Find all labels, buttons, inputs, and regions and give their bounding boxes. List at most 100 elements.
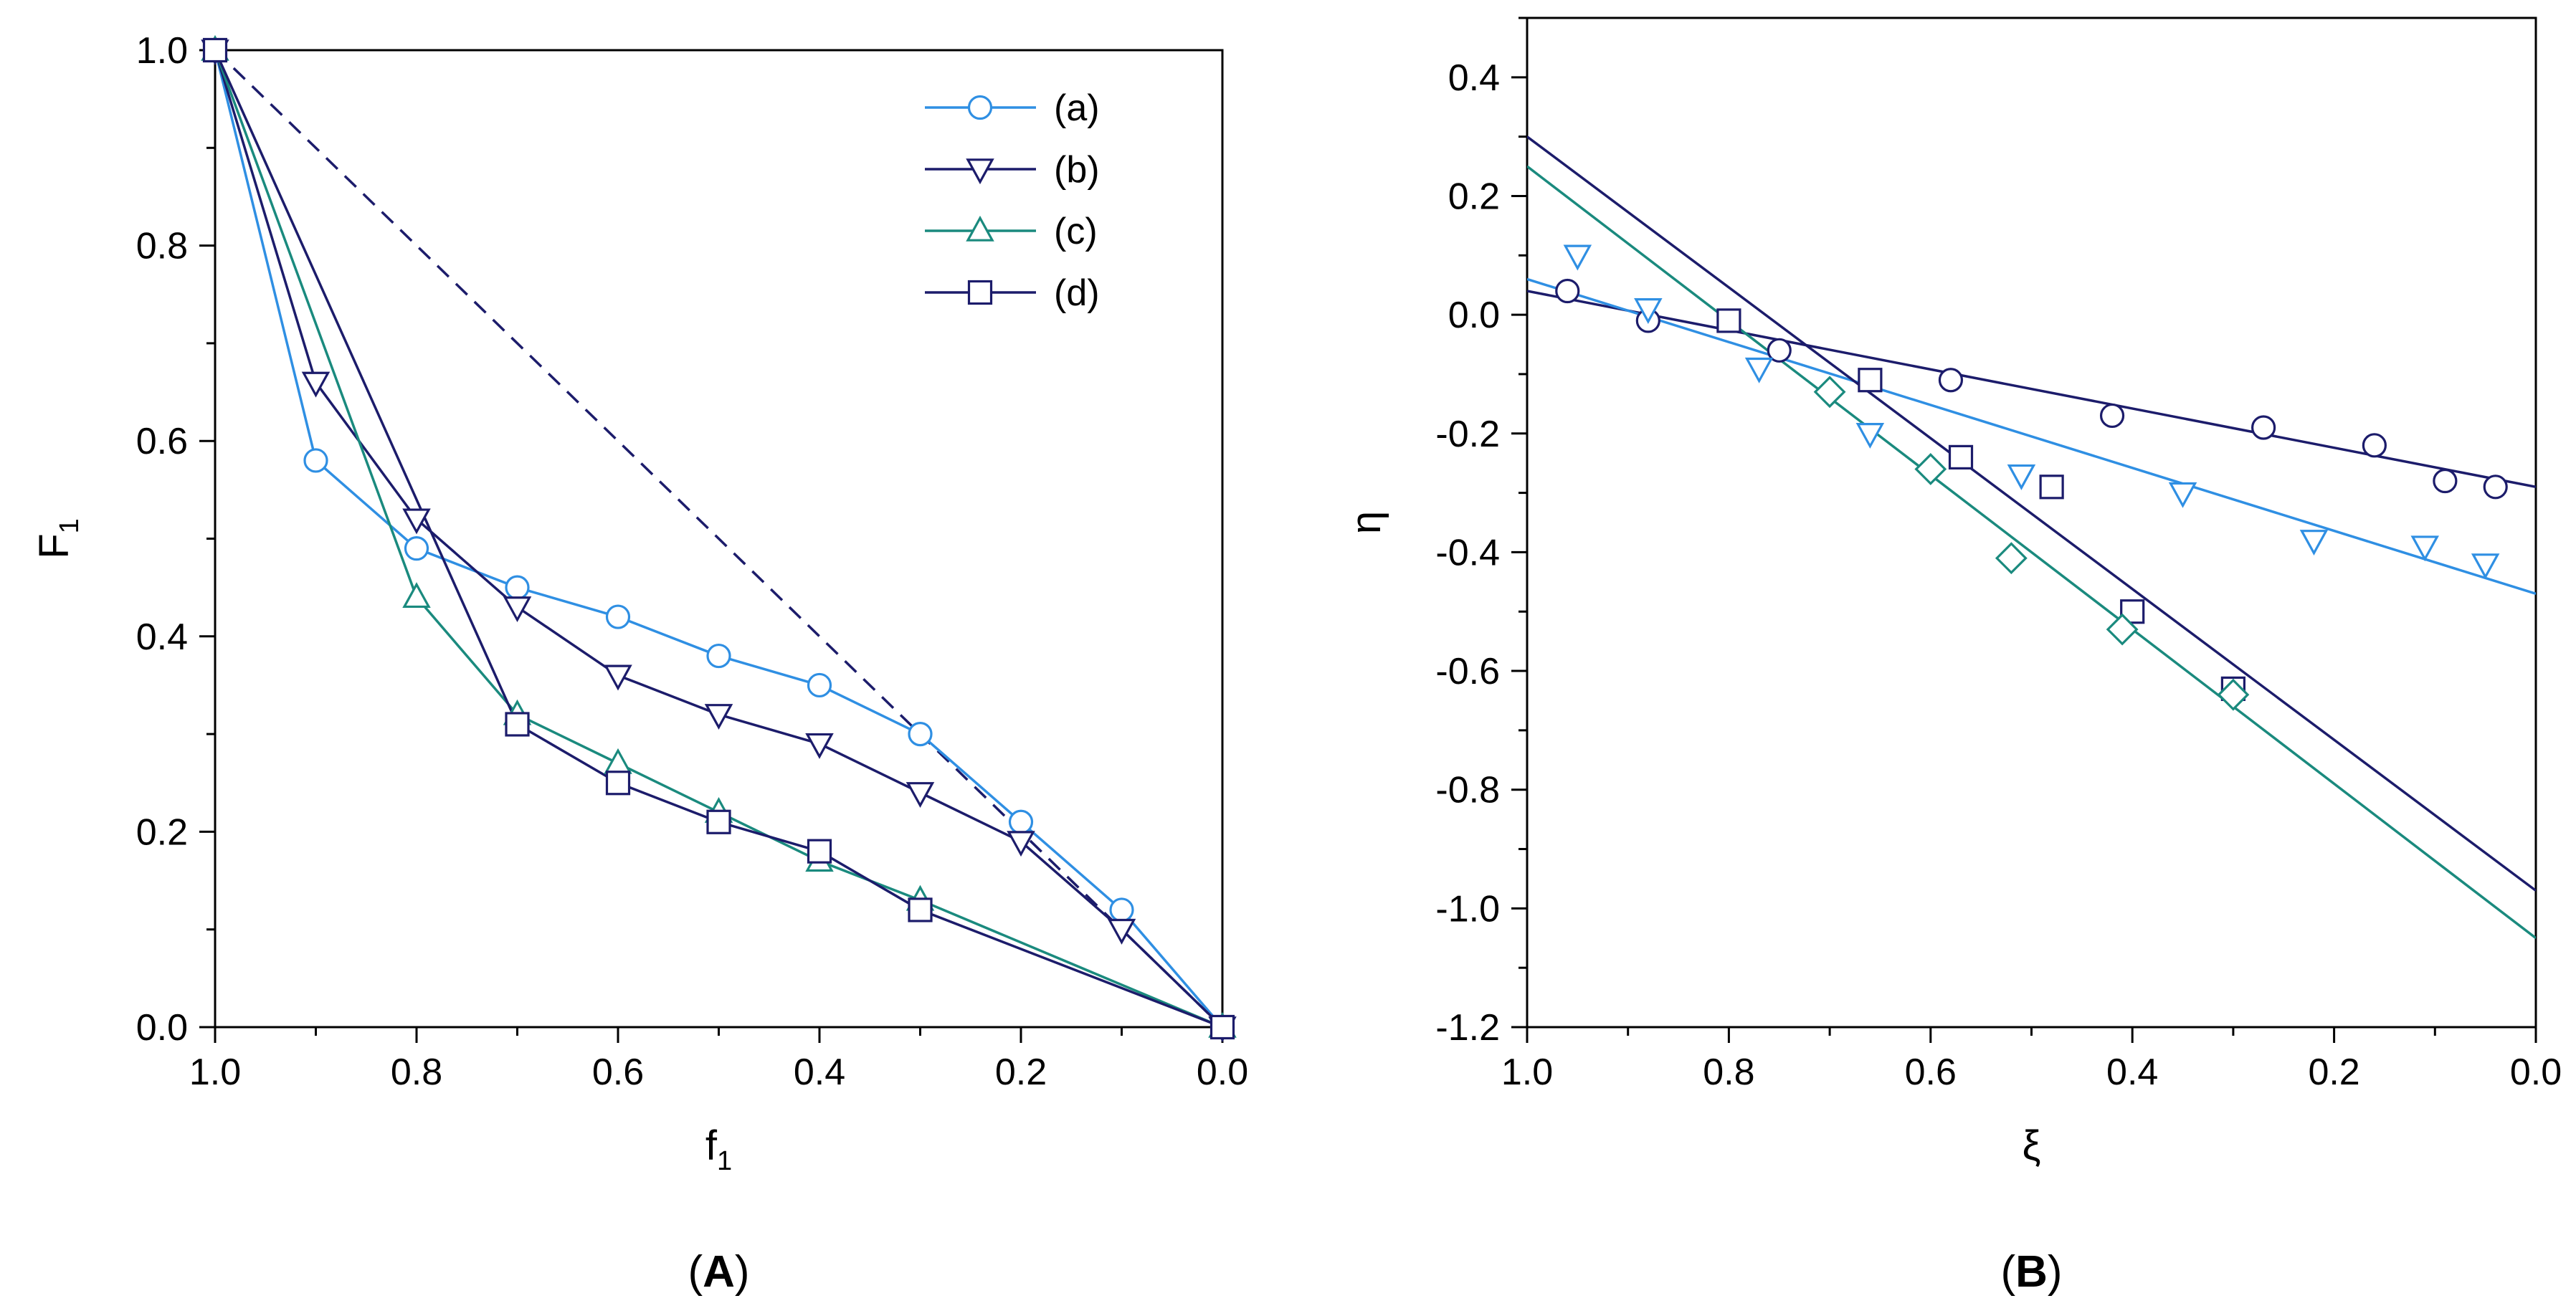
series-a-point — [1109, 897, 1134, 922]
chart-panel-a: 1.0 0.8 0.6 0.4 0.2 0.00.00.20.40.60.81.0f1F1… — [31, 30, 1248, 1297]
series-d-point — [1209, 1014, 1235, 1040]
series-a-point — [1938, 368, 1964, 393]
x-tick-label: 0.0 — [1197, 1052, 1248, 1093]
series-b-point — [2007, 464, 2036, 490]
legend: (a) (b) (c) (d) — [925, 87, 1100, 314]
series-a-point — [1008, 809, 1034, 834]
panel-label-letter: B — [2015, 1247, 2048, 1297]
legend-marker — [967, 280, 993, 305]
x-tick-label: 1.0 — [189, 1052, 241, 1093]
series-d-point — [505, 712, 530, 737]
panel-label-letter: A — [703, 1247, 735, 1297]
series-b-point — [1563, 244, 1592, 271]
series-c-point — [1716, 308, 1741, 333]
y-tick-label: 0.4 — [136, 616, 188, 658]
chart-panel-b: 1.0 0.8 0.6 0.4 0.2 0.0 -1.2 -1.0 -0.8 -0.6 -0.4 -0… — [1343, 16, 2562, 1297]
plot-area — [1527, 135, 2536, 940]
series-b-point — [805, 733, 834, 759]
panel-label-close: ) — [2048, 1247, 2063, 1297]
series-b-point — [2471, 553, 2500, 580]
series-d-point — [1813, 376, 1846, 409]
y-tick-label: -0.4 — [1435, 532, 1500, 573]
plot-frame — [1526, 16, 2537, 1029]
series-b-point — [2168, 482, 2197, 508]
series-b-point — [2299, 530, 2329, 556]
y-tick-label: -1.2 — [1435, 1007, 1500, 1049]
y-tick-label: -0.6 — [1435, 651, 1500, 692]
series-b-point — [906, 782, 935, 809]
series-b-point — [1107, 918, 1136, 945]
legend-marker — [966, 158, 994, 185]
y-tick-label: 0.4 — [1448, 57, 1500, 99]
series-a-point — [605, 604, 631, 629]
y-tick-label: 0.6 — [136, 421, 188, 462]
series-c-line — [215, 50, 1222, 1027]
legend-label: (c) — [1054, 211, 1098, 252]
x-tick-label: 1.0 — [1501, 1052, 1553, 1093]
panel-label-open: ( — [2000, 1247, 2015, 1297]
y-axis-label-subscript: 1 — [54, 518, 85, 533]
y-axis-label-text: η — [1343, 511, 1389, 534]
x-axis-label: f1 — [705, 1122, 732, 1176]
series-a-point — [404, 536, 429, 561]
series-a-point — [1767, 338, 1792, 363]
series-c-point — [402, 582, 431, 609]
series-a-point — [505, 575, 530, 600]
series-d-fit-line — [1527, 165, 2536, 940]
series-a-point — [2362, 433, 2387, 458]
y-tick-label: 0.2 — [136, 811, 188, 853]
series-d-point — [2106, 613, 2139, 646]
x-tick-label: 0.6 — [1905, 1052, 1957, 1093]
y-tick-label: -0.2 — [1435, 414, 1500, 455]
series-d-point — [2217, 678, 2250, 711]
series-c-point — [2039, 475, 2064, 500]
series-b-point — [402, 508, 431, 535]
series-a-point — [2099, 403, 2125, 429]
y-tick-label: 0.2 — [1448, 176, 1500, 217]
series-a-point — [908, 721, 933, 747]
y-axis-label: η — [1343, 511, 1389, 534]
series-d-point — [1995, 542, 2028, 575]
x-tick-label: 0.8 — [1703, 1052, 1754, 1093]
y-axis-label-text: F — [31, 533, 77, 558]
series-b-fit-line — [1527, 277, 2536, 596]
panel-label-close: ) — [735, 1247, 750, 1297]
series-b-point — [2410, 535, 2439, 562]
y-tick-label: 0.0 — [1448, 295, 1500, 336]
y-axis-label: F1 — [31, 518, 85, 559]
y-tick-label: 1.0 — [136, 30, 188, 72]
series-d-point — [706, 809, 731, 834]
y-tick-label: -1.0 — [1435, 888, 1500, 930]
x-tick-label: 0.0 — [2510, 1052, 2562, 1093]
series-b-point — [503, 596, 532, 623]
x-tick-label: 0.6 — [592, 1052, 644, 1093]
x-tick-label: 0.2 — [2308, 1052, 2359, 1093]
series-d-point — [908, 897, 933, 922]
series-d-point — [605, 771, 631, 796]
series-b-point — [1007, 831, 1035, 857]
legend-marker — [966, 215, 994, 242]
series-a-point — [1555, 278, 1580, 304]
panel-label: (A) — [688, 1247, 749, 1297]
series-c-point — [1948, 444, 1974, 469]
series-d-point — [807, 839, 832, 864]
x-axis-label-subscript: 1 — [717, 1146, 732, 1176]
legend-marker — [967, 95, 993, 120]
series-d-point — [1914, 453, 1947, 485]
legend-label: (d) — [1054, 272, 1100, 314]
y-tick-label: -0.8 — [1435, 770, 1500, 811]
series-d-point — [202, 37, 228, 63]
x-tick-label: 0.2 — [995, 1052, 1047, 1093]
legend-label: (b) — [1054, 149, 1100, 191]
series-b-point — [1855, 422, 1885, 449]
series-b-point — [1744, 357, 1774, 383]
x-tick-label: 0.4 — [794, 1052, 845, 1093]
y-tick-label: 0.0 — [136, 1007, 188, 1049]
series-a-point — [2251, 415, 2276, 440]
series-c-fit-line — [1527, 135, 2536, 892]
series-c-point — [1858, 368, 1883, 393]
x-axis-label-text: ξ — [2023, 1122, 2041, 1169]
x-axis-label-text: f — [705, 1122, 718, 1169]
series-a-point — [2433, 468, 2458, 494]
